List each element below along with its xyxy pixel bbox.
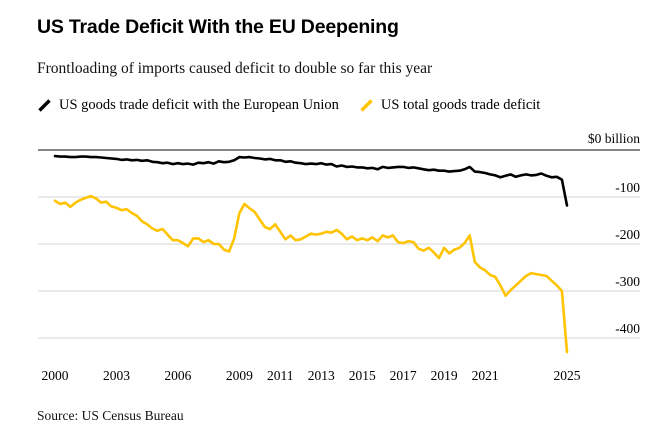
y-tick-label: -100	[615, 180, 640, 195]
y-tick-label: -400	[615, 321, 640, 336]
total-line-mark-icon	[360, 99, 373, 112]
trade-deficit-chart: -100 -200 -300 -400 $0 billion 2000 2003 2006 20…	[38, 131, 640, 383]
x-tick-label: 2019	[431, 368, 458, 383]
legend-item-total: US total goods trade deficit	[359, 97, 540, 114]
x-tick-label: 2006	[164, 368, 191, 383]
x-tick-label: 2025	[554, 368, 581, 383]
x-tick-label: 2021	[472, 368, 499, 383]
legend-item-eu: US goods trade deficit with the European…	[37, 97, 339, 114]
legend-label-total: US total goods trade deficit	[380, 97, 541, 113]
x-tick-label: 2013	[308, 368, 335, 383]
x-tick-label: 2011	[267, 368, 294, 383]
x-tick-label: 2009	[226, 368, 253, 383]
page-title: US Trade Deficit With the EU Deepening	[37, 16, 399, 38]
source-note: Source: US Census Bureau	[37, 408, 184, 423]
x-tick-label: 2003	[103, 368, 130, 383]
y-tick-label: -300	[615, 274, 640, 289]
x-tick-label: 2015	[349, 368, 376, 383]
chart-subtitle: Frontloading of imports caused deficit t…	[37, 60, 433, 77]
x-tick-label: 2017	[390, 368, 417, 383]
legend: US goods trade deficit with the European…	[37, 97, 540, 114]
x-tick-label: 2000	[42, 368, 69, 383]
series-line-eu	[53, 154, 569, 207]
eu-line-mark-icon	[38, 99, 51, 112]
y-tick-label: -200	[615, 227, 640, 242]
y-axis-unit-label: $0 billion	[588, 131, 640, 146]
series-line-total	[53, 194, 569, 354]
legend-label-eu: US goods trade deficit with the European…	[59, 97, 339, 113]
